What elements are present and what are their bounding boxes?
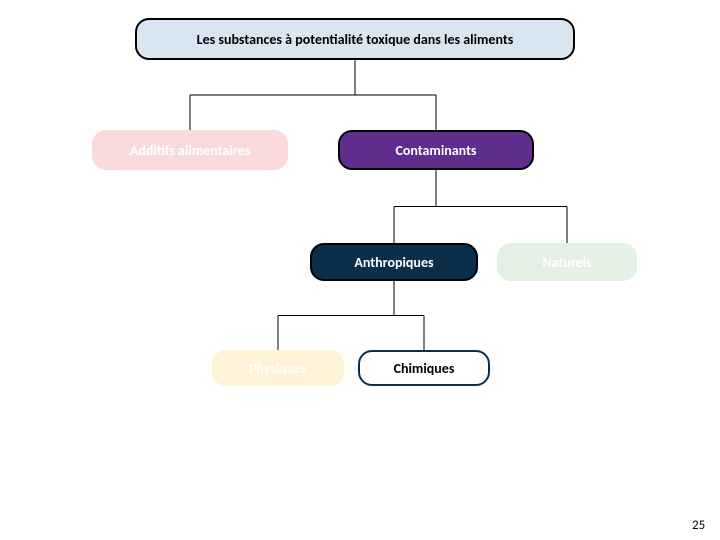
node-root-label: Les substances à potentialité toxique da… [197,31,514,48]
node-root: Les substances à potentialité toxique da… [135,18,575,60]
node-additifs: Additifs alimentaires [92,130,288,170]
node-physiques: Physiques [212,350,344,386]
node-naturels: Naturels [497,243,637,281]
node-anthropiques: Anthropiques [310,243,478,281]
node-additifs-label: Additifs alimentaires [130,142,250,159]
node-anthropiques-label: Anthropiques [354,254,433,271]
node-chimiques-label: Chimiques [394,360,455,377]
page-number-value: 25 [692,518,705,533]
node-contaminants-label: Contaminants [395,142,476,159]
node-chimiques: Chimiques [358,350,490,386]
node-physiques-label: Physiques [249,360,307,377]
node-naturels-label: Naturels [542,254,591,271]
node-contaminants: Contaminants [338,130,534,170]
page-number: 25 [692,518,705,533]
